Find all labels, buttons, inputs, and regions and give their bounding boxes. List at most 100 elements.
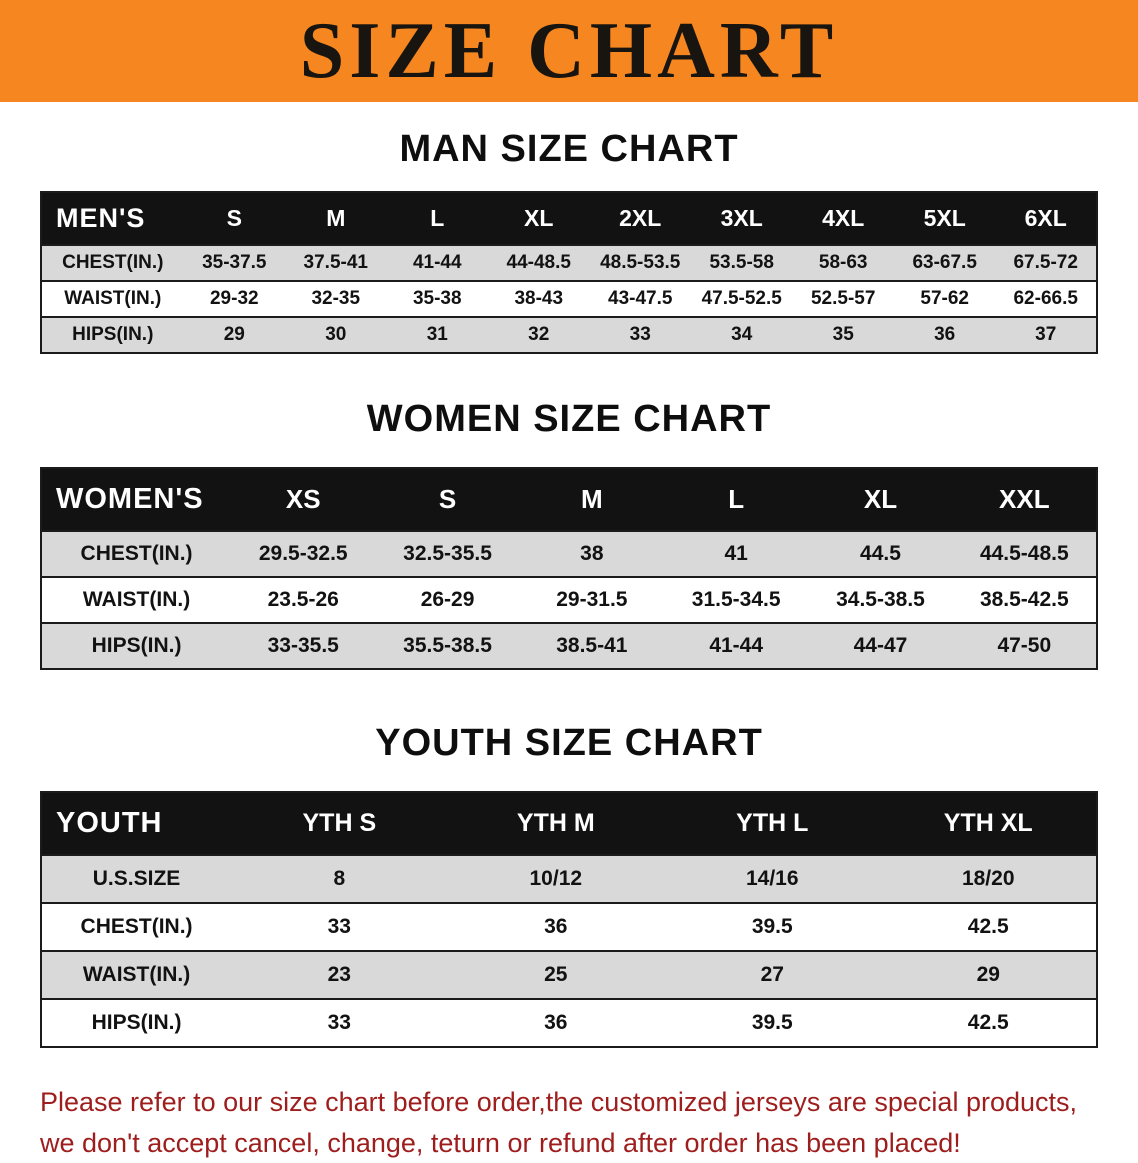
column-header: XXL bbox=[953, 468, 1097, 531]
column-header: S bbox=[184, 192, 285, 245]
row-label: CHEST(IN.) bbox=[41, 245, 184, 281]
size-value-cell: 31 bbox=[387, 317, 488, 353]
size-value-cell: 35-38 bbox=[387, 281, 488, 317]
size-value-cell: 43-47.5 bbox=[589, 281, 690, 317]
row-label: CHEST(IN.) bbox=[41, 903, 231, 951]
size-value-cell: 52.5-57 bbox=[792, 281, 893, 317]
table-label-header: WOMEN'S bbox=[41, 468, 231, 531]
column-header: YTH XL bbox=[880, 792, 1097, 855]
banner-title: SIZE CHART bbox=[300, 11, 838, 91]
row-label: WAIST(IN.) bbox=[41, 951, 231, 999]
size-value-cell: 38-43 bbox=[488, 281, 589, 317]
size-value-cell: 35 bbox=[792, 317, 893, 353]
size-value-cell: 38.5-41 bbox=[520, 623, 664, 669]
youth-size-heading: YOUTH SIZE CHART bbox=[0, 722, 1138, 765]
row-label: HIPS(IN.) bbox=[41, 623, 231, 669]
column-header: 4XL bbox=[792, 192, 893, 245]
size-value-cell: 44-47 bbox=[808, 623, 952, 669]
size-value-cell: 14/16 bbox=[664, 855, 880, 903]
size-value-cell: 37.5-41 bbox=[285, 245, 386, 281]
size-value-cell: 33-35.5 bbox=[231, 623, 375, 669]
size-value-cell: 36 bbox=[894, 317, 995, 353]
column-header: 6XL bbox=[995, 192, 1097, 245]
size-value-cell: 37 bbox=[995, 317, 1097, 353]
size-value-cell: 23 bbox=[231, 951, 447, 999]
size-value-cell: 47.5-52.5 bbox=[691, 281, 792, 317]
table-label-header: YOUTH bbox=[41, 792, 231, 855]
column-header: L bbox=[387, 192, 488, 245]
column-header: M bbox=[285, 192, 386, 245]
size-value-cell: 44.5-48.5 bbox=[953, 531, 1097, 577]
size-value-cell: 29-31.5 bbox=[520, 577, 664, 623]
size-value-cell: 36 bbox=[448, 903, 664, 951]
column-header: S bbox=[375, 468, 519, 531]
size-value-cell: 26-29 bbox=[375, 577, 519, 623]
size-value-cell: 42.5 bbox=[880, 999, 1097, 1047]
size-value-cell: 67.5-72 bbox=[995, 245, 1097, 281]
size-value-cell: 32.5-35.5 bbox=[375, 531, 519, 577]
column-header: 5XL bbox=[894, 192, 995, 245]
size-value-cell: 57-62 bbox=[894, 281, 995, 317]
column-header: XL bbox=[488, 192, 589, 245]
size-value-cell: 29 bbox=[880, 951, 1097, 999]
row-label: WAIST(IN.) bbox=[41, 281, 184, 317]
size-value-cell: 8 bbox=[231, 855, 447, 903]
size-value-cell: 42.5 bbox=[880, 903, 1097, 951]
column-header: L bbox=[664, 468, 808, 531]
column-header: 3XL bbox=[691, 192, 792, 245]
size-value-cell: 29 bbox=[184, 317, 285, 353]
size-value-cell: 48.5-53.5 bbox=[589, 245, 690, 281]
women-size-heading: WOMEN SIZE CHART bbox=[0, 398, 1138, 441]
size-value-cell: 32 bbox=[488, 317, 589, 353]
row-label: U.S.SIZE bbox=[41, 855, 231, 903]
column-header: 2XL bbox=[589, 192, 690, 245]
size-value-cell: 29.5-32.5 bbox=[231, 531, 375, 577]
size-value-cell: 25 bbox=[448, 951, 664, 999]
size-value-cell: 44.5 bbox=[808, 531, 952, 577]
column-header: YTH M bbox=[448, 792, 664, 855]
size-value-cell: 18/20 bbox=[880, 855, 1097, 903]
size-value-cell: 39.5 bbox=[664, 903, 880, 951]
size-value-cell: 32-35 bbox=[285, 281, 386, 317]
column-header: YTH L bbox=[664, 792, 880, 855]
size-value-cell: 10/12 bbox=[448, 855, 664, 903]
size-value-cell: 33 bbox=[589, 317, 690, 353]
size-chart-banner: SIZE CHART bbox=[0, 0, 1138, 102]
footer-line-1: Please refer to our size chart before or… bbox=[40, 1082, 1138, 1123]
table-label-header: MEN'S bbox=[41, 192, 184, 245]
size-value-cell: 63-67.5 bbox=[894, 245, 995, 281]
row-label: HIPS(IN.) bbox=[41, 317, 184, 353]
footer-line-2: we don't accept cancel, change, teturn o… bbox=[40, 1123, 1138, 1163]
size-value-cell: 53.5-58 bbox=[691, 245, 792, 281]
column-header: M bbox=[520, 468, 664, 531]
column-header: YTH S bbox=[231, 792, 447, 855]
size-value-cell: 38 bbox=[520, 531, 664, 577]
size-value-cell: 41-44 bbox=[664, 623, 808, 669]
size-value-cell: 35.5-38.5 bbox=[375, 623, 519, 669]
row-label: WAIST(IN.) bbox=[41, 577, 231, 623]
size-value-cell: 33 bbox=[231, 999, 447, 1047]
size-value-cell: 36 bbox=[448, 999, 664, 1047]
size-value-cell: 47-50 bbox=[953, 623, 1097, 669]
size-value-cell: 34 bbox=[691, 317, 792, 353]
size-value-cell: 29-32 bbox=[184, 281, 285, 317]
man-size-heading: MAN SIZE CHART bbox=[0, 128, 1138, 171]
size-value-cell: 30 bbox=[285, 317, 386, 353]
size-value-cell: 41-44 bbox=[387, 245, 488, 281]
